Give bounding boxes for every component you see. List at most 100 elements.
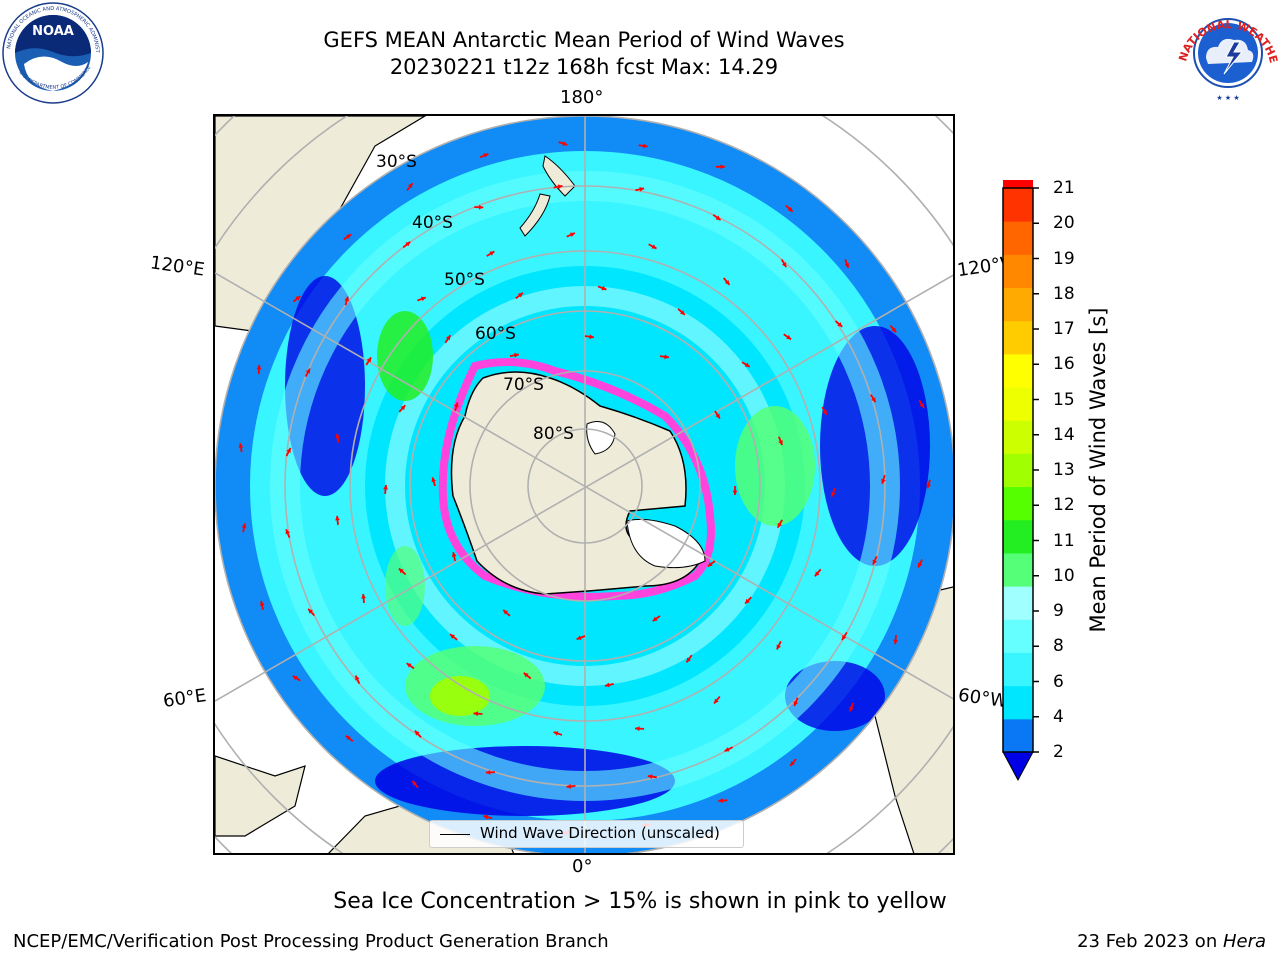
- wave-direction-arrowhead: [355, 675, 360, 681]
- wave-direction-arrowhead: [724, 747, 730, 752]
- wave-direction-arrowhead: [445, 335, 451, 341]
- svg-text:NOAA: NOAA: [32, 24, 74, 39]
- graticule: [215, 116, 953, 853]
- colorbar-tick-label: 12: [1053, 495, 1075, 516]
- lat-label-60s: 60°S: [475, 324, 516, 344]
- wave-direction-arrowhead: [412, 780, 417, 786]
- wave-direction-arrowhead: [814, 571, 820, 577]
- wave-direction-arrowhead: [414, 730, 420, 736]
- map-title: GEFS MEAN Antarctic Mean Period of Wind …: [323, 28, 845, 52]
- national-weather-service-logo: NATIONAL WEATHER SERVICE ★ ★ ★: [1176, 2, 1280, 102]
- sea-ice-caption: Sea Ice Concentration > 15% is shown in …: [333, 889, 947, 914]
- wind-wave-arrows: [238, 141, 932, 835]
- wave-direction-arrowhead: [361, 593, 366, 599]
- wave-direction-arrowhead: [720, 164, 725, 170]
- wave-direction-arrowhead: [891, 327, 897, 333]
- colorbar-tick-label: 2: [1053, 742, 1064, 762]
- colorbar-tick-label: 20: [1053, 213, 1075, 234]
- wave-direction-arrowhead: [664, 354, 669, 360]
- colorbar-tick-label: 18: [1053, 283, 1075, 304]
- legend-label: Wind Wave Direction (unscaled): [480, 824, 720, 842]
- colorbar-segment: [1003, 619, 1033, 653]
- wave-direction-arrowhead: [822, 409, 827, 415]
- legend-line-swatch: [440, 834, 470, 835]
- lon-label-60e: 60°E: [161, 685, 208, 712]
- wave-direction-arrowhead: [652, 616, 658, 622]
- colorbar-segment: [1003, 552, 1033, 587]
- wave-direction-arrowhead: [335, 515, 340, 521]
- wave-direction-arrowhead: [473, 711, 479, 717]
- wave-direction-arrowhead: [778, 440, 783, 446]
- wave-direction-arrowhead: [523, 672, 529, 678]
- wave-direction-arrowhead: [576, 635, 582, 640]
- colorbar-tick-label: 19: [1053, 248, 1075, 269]
- colorbar-segment: [1003, 420, 1033, 454]
- wave-direction-arrowhead: [642, 143, 648, 149]
- polar-map: [215, 116, 953, 853]
- lat-label-30s: 30°S: [376, 152, 417, 172]
- wave-direction-arrowhead: [431, 477, 437, 483]
- wave-direction-arrowhead: [715, 413, 720, 419]
- wave-direction-arrowhead: [776, 644, 781, 650]
- colorbar-extend-triangle: [1002, 751, 1034, 782]
- wave-direction-arrowhead: [724, 279, 730, 285]
- colorbar-segment: [1003, 453, 1033, 488]
- colorbar-segment: [1003, 180, 1033, 189]
- wave-direction-arrowhead: [777, 522, 782, 528]
- machine-name: Hera: [1222, 931, 1266, 952]
- wave-direction-arrowhead: [485, 769, 491, 775]
- wave-direction-arrowhead: [292, 675, 298, 681]
- lon-label-180: 180°: [560, 87, 604, 108]
- colorbar-segment: [1003, 486, 1033, 521]
- colorbar-tick-label: 16: [1053, 354, 1075, 375]
- wave-direction-arrowhead: [793, 701, 799, 707]
- wave-direction-arrowhead: [589, 334, 594, 340]
- wave-direction-arrowhead: [715, 215, 721, 221]
- wave-direction-arrowhead: [718, 798, 723, 803]
- wave-direction-arrowhead: [604, 682, 610, 688]
- date-text: 23 Feb 2023 on: [1077, 931, 1223, 952]
- wave-direction-arrowhead: [286, 447, 291, 453]
- wave-direction-arrowhead: [308, 608, 313, 614]
- wave-direction-arrowhead: [686, 657, 691, 663]
- producer-credit: NCEP/EMC/Verification Post Processing Pr…: [13, 931, 609, 952]
- wave-direction-arrowhead: [408, 183, 413, 189]
- map-subtitle: 20230221 t12z 168h fcst Max: 14.29: [389, 55, 779, 79]
- wave-direction-arrowhead: [647, 774, 653, 780]
- wave-direction-arrowhead: [562, 141, 568, 146]
- colorbar-segment: [1003, 188, 1033, 222]
- colorbar-segment: [1003, 685, 1033, 720]
- wave-direction-arrowhead: [450, 634, 455, 639]
- colorbar-label: Mean Period of Wind Waves [s]: [1086, 307, 1110, 633]
- wave-direction-arrowhead: [478, 204, 484, 210]
- production-date: 23 Feb 2023 on Hera: [1077, 931, 1266, 952]
- wave-direction-arrowhead: [259, 601, 265, 606]
- colorbar-segment: [1003, 652, 1033, 687]
- wave-direction-arrowhead: [398, 568, 404, 574]
- wave-direction-arrowhead: [383, 484, 388, 490]
- wave-direction-arrowhead: [871, 397, 876, 403]
- map-frame: Wind Wave Direction (unscaled): [213, 114, 955, 855]
- wave-direction-arrowhead: [305, 368, 310, 374]
- wave-direction-arrowhead: [787, 206, 793, 212]
- colorbar-tick-label: 6: [1053, 671, 1064, 692]
- colorbar-segment: [1003, 387, 1033, 421]
- wave-direction-arrowhead: [553, 731, 559, 736]
- wave-direction-arrowhead: [406, 663, 412, 668]
- colorbar-segment: [1003, 718, 1033, 753]
- wave-direction-arrowhead: [238, 443, 244, 449]
- colorbar-segment: [1003, 287, 1033, 322]
- colorbar-tick-label: 8: [1053, 636, 1064, 657]
- wave-direction-arrowhead: [893, 639, 899, 645]
- wave-direction-arrowhead: [345, 735, 351, 741]
- wave-direction-arrowhead: [483, 814, 489, 820]
- lon-label-0: 0°: [572, 856, 593, 877]
- africa-landmass: [215, 755, 306, 837]
- lat-label-40s: 40°S: [412, 213, 453, 233]
- wave-direction-arrowhead: [346, 234, 352, 239]
- wave-direction-arrowhead: [639, 186, 645, 192]
- wave-direction-arrowhead: [514, 352, 519, 358]
- wave-direction-arrowhead: [635, 726, 640, 732]
- colorbar-segment: [1003, 221, 1033, 255]
- wave-direction-arrowhead: [881, 478, 886, 484]
